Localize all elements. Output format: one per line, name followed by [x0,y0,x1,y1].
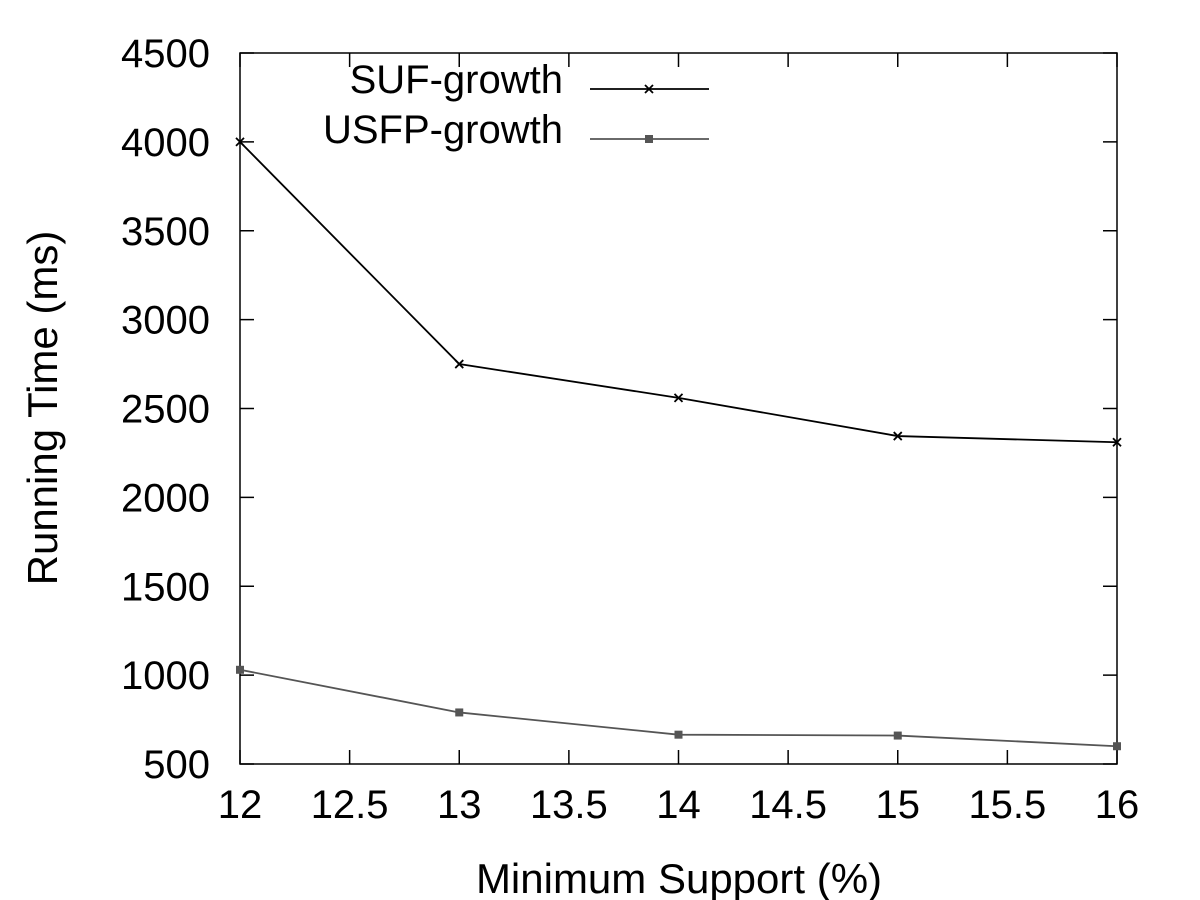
legend-marker [645,135,653,143]
y-tick-label: 500 [143,743,210,787]
x-tick-label: 14 [656,783,701,827]
x-tick-label: 14.5 [749,783,827,827]
x-tick-label: 12.5 [311,783,389,827]
data-point [235,137,245,147]
data-point [454,359,464,369]
y-tick-label: 2000 [121,476,210,520]
y-tick-label: 2500 [121,388,210,432]
y-tick-label: 3500 [121,210,210,254]
y-axis-label: Running Time (ms) [19,231,66,586]
data-point [673,393,684,403]
plot-frame [239,52,1118,765]
data-point [674,730,683,739]
x-axis: 12 12.5 13 13.5 14 14.5 15 15.5 16 [218,53,1140,827]
data-point [893,731,902,740]
x-tick-label: 15 [876,783,921,827]
y-tick-label: 3000 [121,299,210,343]
x-tick-label: 13.5 [530,783,608,827]
legend-label: SUF-growth [350,58,563,102]
series-suf-growth [235,137,1122,447]
x-axis-label: Minimum Support (%) [476,855,882,900]
x-tick-label: 12 [218,783,263,827]
data-point [893,431,903,441]
data-point [1113,742,1121,751]
y-axis: 500 1000 1500 2000 2500 3000 3500 4000 4500 [121,32,1117,787]
y-tick-label: 1000 [121,654,210,698]
data-point [236,665,244,674]
series-layer [235,137,1122,751]
x-tick-label: 13 [437,783,482,827]
legend-marker [644,84,654,94]
data-point [455,708,464,717]
x-tick-label: 15.5 [968,783,1046,827]
series-usfp-growth [236,665,1121,751]
y-tick-label: 4500 [121,32,210,76]
data-point [1112,437,1122,447]
legend-label: USFP-growth [323,108,563,152]
legend: SUF-growth USFP-growth [323,58,709,152]
x-tick-label: 16 [1095,783,1140,827]
y-tick-label: 1500 [121,565,210,609]
y-tick-label: 4000 [121,121,210,165]
